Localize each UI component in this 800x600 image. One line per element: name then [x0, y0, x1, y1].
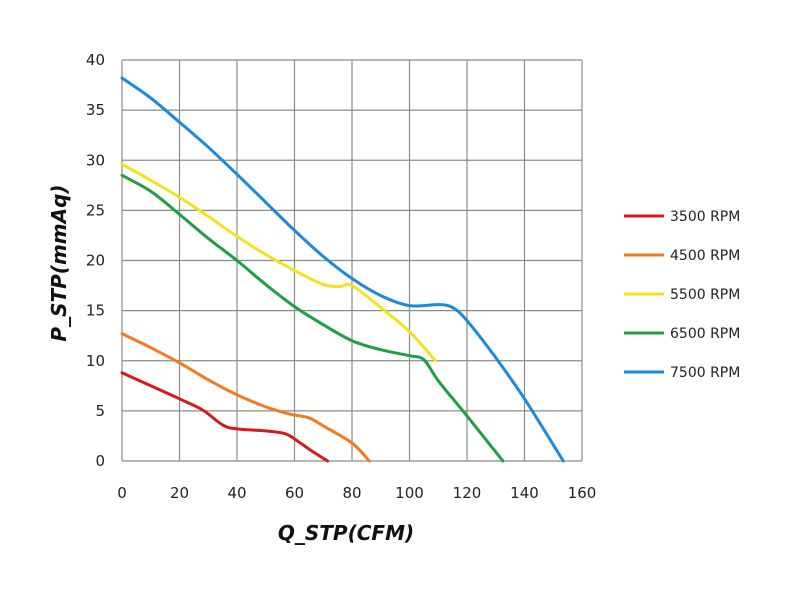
x-tick-label: 80	[342, 484, 361, 502]
y-tick-label: 25	[86, 201, 105, 219]
series-line-5500-rpm	[120, 162, 437, 363]
series-lines	[120, 76, 565, 463]
series-line-4500-rpm	[120, 332, 371, 463]
x-tick-label: 40	[227, 484, 246, 502]
x-tick-label: 60	[285, 484, 304, 502]
x-axis-title: Q_STP(CFM)	[278, 521, 414, 545]
y-tick-label: 15	[86, 302, 105, 320]
grid	[121, 59, 583, 462]
legend-label-6500-rpm: 6500 RPM	[670, 326, 740, 342]
series-line-7500-rpm	[120, 76, 565, 463]
legend-label-7500-rpm: 7500 RPM	[670, 365, 740, 381]
y-tick-label: 40	[86, 51, 105, 69]
series-line-6500-rpm	[120, 173, 505, 463]
y-axis-ticks: 0 5 10 15 20 25 30 35 40	[86, 51, 105, 470]
y-tick-label: 10	[86, 352, 105, 370]
legend-label-3500-rpm: 3500 RPM	[670, 209, 740, 225]
series-line-3500-rpm	[120, 371, 330, 463]
y-axis-title: P_STP(mmAq)	[47, 184, 71, 341]
y-tick-label: 30	[86, 151, 105, 169]
x-tick-label: 120	[453, 484, 482, 502]
x-tick-label: 100	[395, 484, 424, 502]
y-tick-label: 20	[86, 252, 105, 270]
x-tick-label: 160	[568, 484, 597, 502]
y-tick-label: 5	[95, 402, 105, 420]
legend-label-4500-rpm: 4500 RPM	[670, 248, 740, 264]
x-tick-label: 0	[117, 484, 127, 502]
legend-label-5500-rpm: 5500 RPM	[670, 287, 740, 303]
x-tick-label: 20	[170, 484, 189, 502]
y-tick-label: 35	[86, 101, 105, 119]
y-tick-label: 0	[95, 452, 105, 470]
legend: 3500 RPM 4500 RPM 5500 RPM 6500 RPM 7500 RPM	[624, 209, 740, 381]
x-axis-ticks: 0 20 40 60 80 100 120 140 160	[117, 484, 596, 502]
x-tick-label: 140	[510, 484, 539, 502]
